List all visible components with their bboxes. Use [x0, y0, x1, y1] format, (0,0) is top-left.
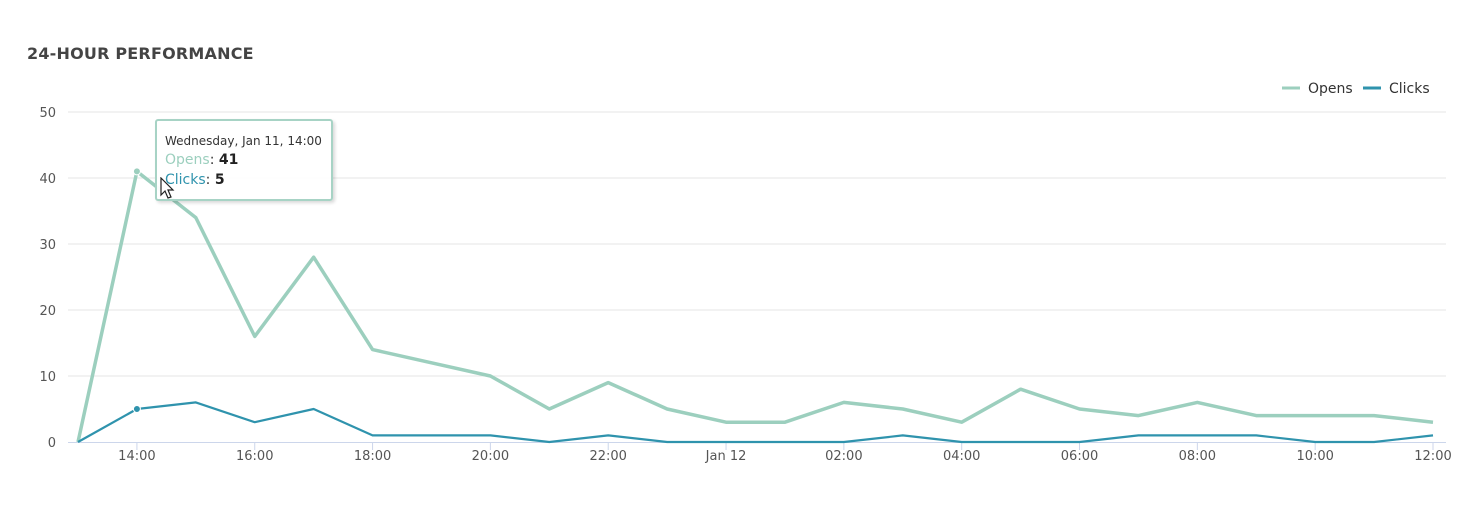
y-tick-label: 50	[39, 106, 56, 121]
highlight-point-clicks	[132, 405, 141, 413]
legend-label[interactable]: Opens	[1308, 81, 1353, 97]
x-axis: 14:00 16:00 18:00 20:00 22:00 Jan 12 02:00 04:0…	[68, 442, 1452, 464]
y-tick-label: 0	[48, 436, 56, 451]
x-tick-label: Jan 12	[705, 449, 747, 464]
grid-lines	[68, 111, 1446, 377]
mouse-cursor-icon	[160, 177, 175, 199]
tooltip: Wednesday, Jan 11, 14:00 Opens: 41 Click…	[155, 119, 333, 201]
x-tick-label: 16:00	[236, 449, 273, 464]
y-tick-label: 20	[39, 304, 56, 319]
y-axis: 0 10 20 30 40 50	[39, 106, 56, 451]
tooltip-separator: :	[205, 172, 215, 188]
series-line-opens[interactable]	[76, 169, 1434, 443]
y-tick-label: 40	[39, 172, 56, 187]
highlight-point-opens	[132, 167, 141, 176]
series-lines	[76, 167, 1434, 444]
tooltip-separator: :	[209, 152, 219, 168]
y-tick-label: 30	[39, 238, 56, 253]
x-tick-label: 08:00	[1179, 449, 1216, 464]
x-tick-label: 14:00	[118, 449, 155, 464]
x-tick-label: 06:00	[1061, 449, 1098, 464]
tooltip-header: Wednesday, Jan 11, 14:00	[165, 134, 322, 148]
x-tick-label: 12:00	[1414, 449, 1451, 464]
legend-label[interactable]: Clicks	[1389, 81, 1430, 97]
tooltip-opens-label: Opens	[165, 152, 210, 168]
legend[interactable]: Opens Clicks	[1282, 81, 1430, 97]
tooltip-opens-value: 41	[218, 152, 239, 168]
x-tick-label: 02:00	[825, 449, 862, 464]
tooltip-row-clicks: Clicks: 5	[165, 172, 225, 188]
series-line-clicks[interactable]	[77, 401, 1434, 444]
tooltip-row-opens: Opens: 41	[165, 152, 238, 168]
y-tick-label: 10	[39, 370, 56, 385]
x-tick-label: 20:00	[472, 449, 509, 464]
x-tick-label: 18:00	[354, 449, 391, 464]
x-tick-label: 22:00	[589, 449, 626, 464]
tooltip-clicks-label: Clicks	[165, 172, 206, 188]
x-tick-label: 04:00	[943, 449, 980, 464]
chart-title: 24-HOUR PERFORMANCE	[27, 44, 254, 63]
tooltip-clicks-value: 5	[214, 172, 225, 188]
x-tick-label: 10:00	[1296, 449, 1333, 464]
